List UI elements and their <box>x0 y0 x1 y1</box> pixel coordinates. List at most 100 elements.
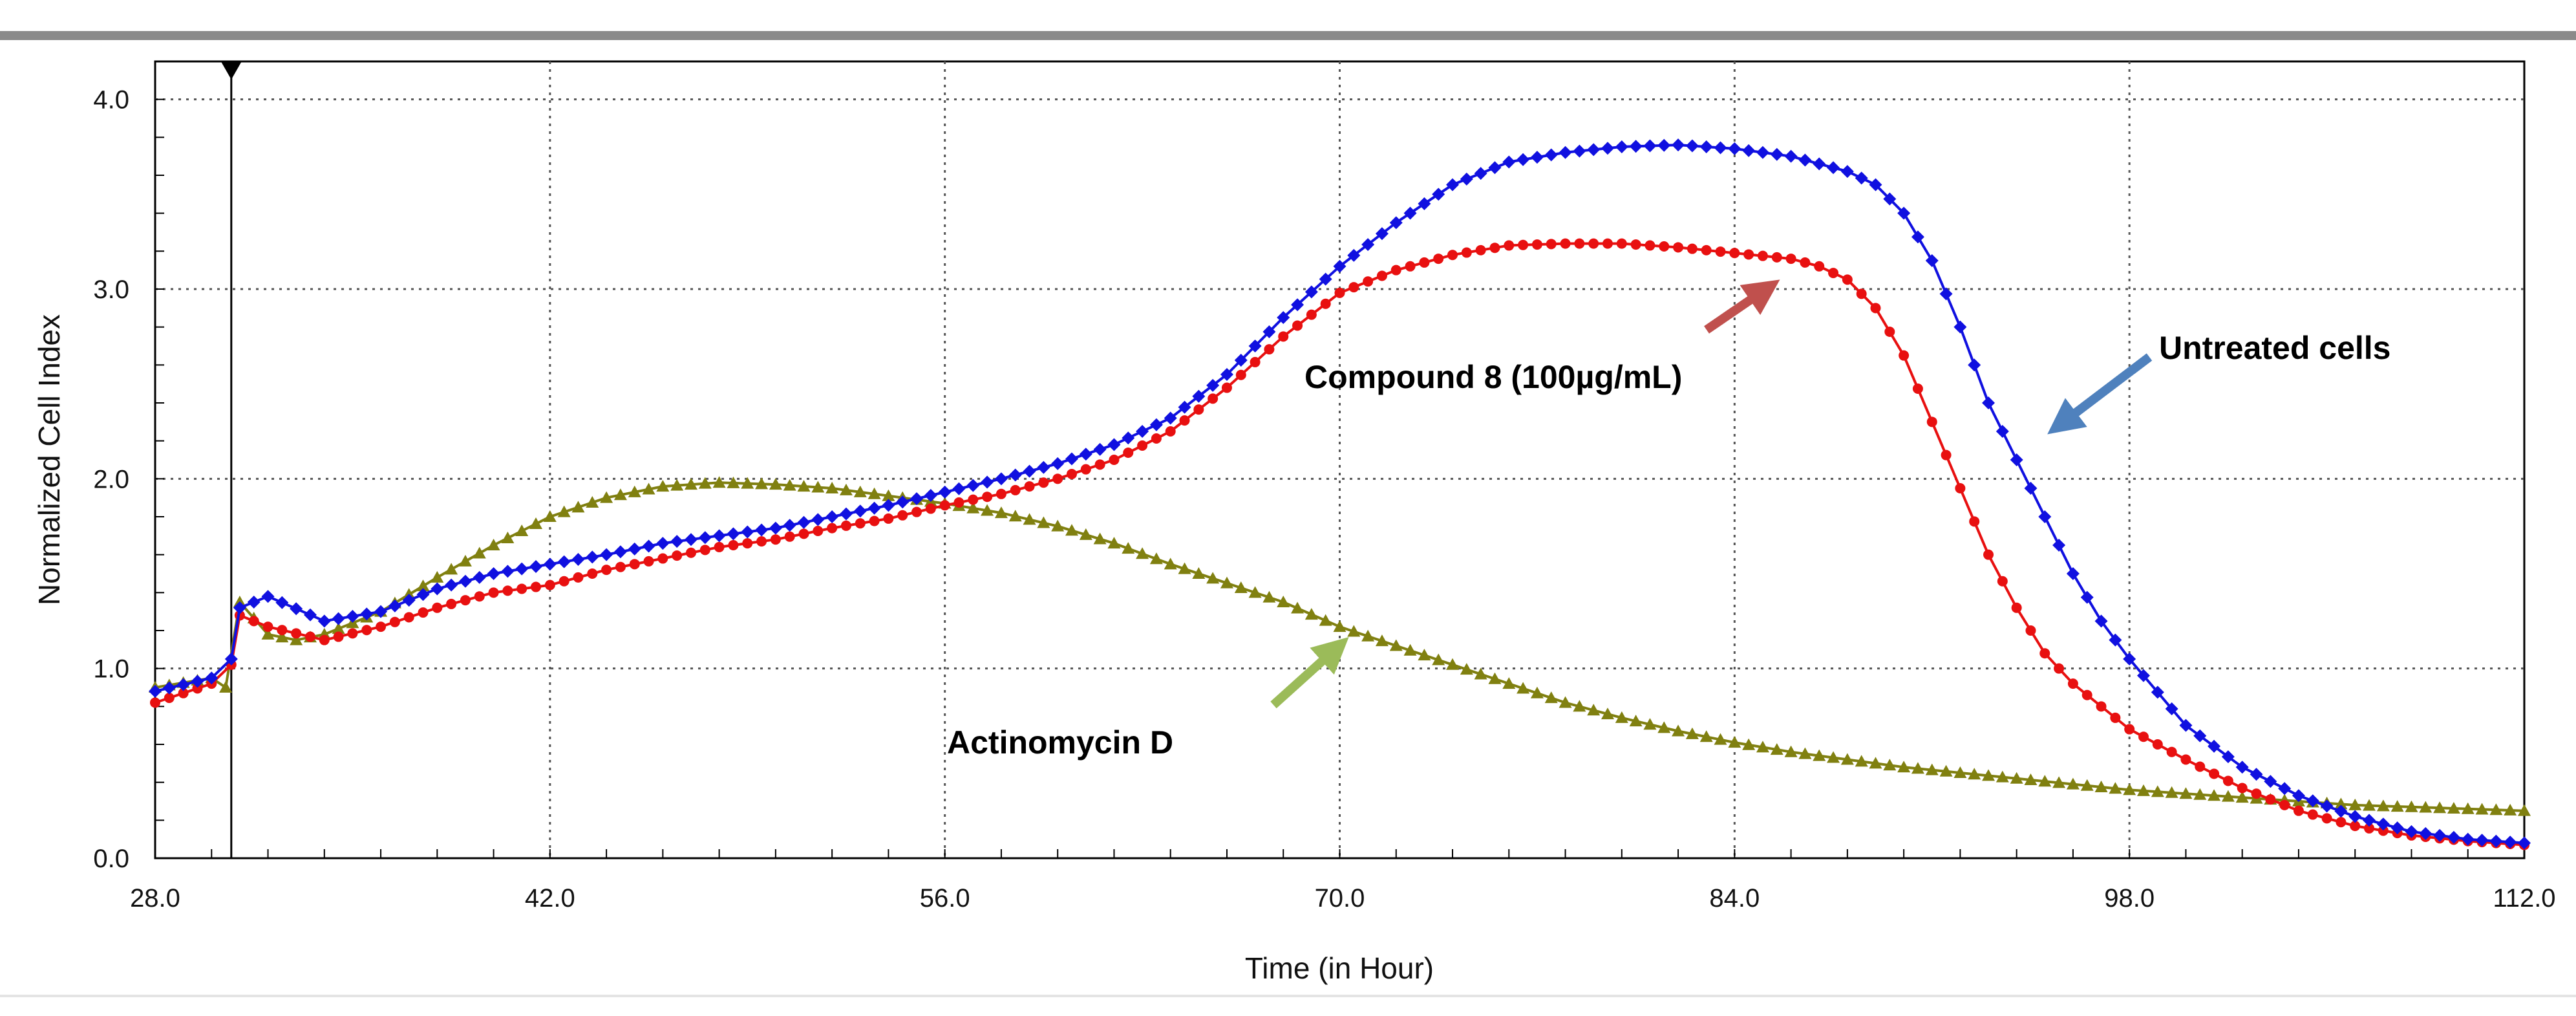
data-point <box>2152 739 2163 750</box>
data-point <box>1192 389 1206 403</box>
data-point <box>811 481 825 493</box>
data-point <box>2376 799 2390 812</box>
data-point <box>2208 739 2221 753</box>
data-point <box>191 675 204 688</box>
data-point <box>1051 519 1065 532</box>
data-point <box>543 557 557 571</box>
data-point <box>1291 601 1304 614</box>
data-point <box>571 501 585 513</box>
data-point <box>2039 648 2050 659</box>
data-point <box>982 492 993 503</box>
data-point <box>2250 768 2263 781</box>
data-point <box>1333 620 1347 632</box>
data-point <box>1446 658 1460 670</box>
data-point <box>1461 247 1472 258</box>
data-point <box>1488 672 1502 684</box>
data-point <box>1291 298 1304 312</box>
data-point <box>1504 240 1515 251</box>
data-point <box>1911 762 1924 774</box>
data-point <box>290 602 303 616</box>
data-point <box>2364 823 2375 834</box>
data-point <box>797 480 811 492</box>
data-point <box>2165 786 2178 798</box>
data-point <box>643 556 654 567</box>
data-point <box>2336 817 2347 828</box>
data-point <box>1319 272 1332 286</box>
data-point <box>755 523 769 537</box>
data-point <box>1010 484 1021 495</box>
data-point <box>164 693 175 704</box>
data-point <box>1601 142 1614 155</box>
data-point <box>2080 779 2094 791</box>
data-point <box>1107 537 1121 549</box>
data-point <box>473 546 486 559</box>
data-point <box>1728 736 1741 748</box>
data-point <box>1602 238 1613 249</box>
data-point <box>1672 138 1685 152</box>
data-point <box>474 591 485 602</box>
data-point <box>714 541 725 552</box>
data-point <box>388 599 401 612</box>
data-point <box>953 497 964 508</box>
data-point <box>1643 139 1657 153</box>
data-point <box>1008 510 1022 522</box>
data-point <box>1588 238 1599 249</box>
data-point <box>1262 325 1276 338</box>
data-point <box>897 510 908 521</box>
data-point <box>516 583 527 594</box>
data-point <box>2461 802 2475 814</box>
data-point <box>1997 576 2008 587</box>
data-point <box>2334 805 2348 818</box>
data-point <box>1347 248 1361 262</box>
data-point <box>460 595 471 606</box>
data-point <box>910 492 924 506</box>
data-point <box>783 479 796 491</box>
data-point <box>1771 252 1782 263</box>
data-point <box>1292 320 1303 331</box>
data-point <box>192 683 203 694</box>
data-point <box>783 519 796 532</box>
data-point <box>2278 782 2292 795</box>
data-point <box>1715 246 1726 257</box>
data-point <box>1770 743 1783 755</box>
data-point <box>418 607 429 618</box>
data-point <box>501 532 515 543</box>
data-point <box>1560 238 1571 249</box>
y-tick-label: 3.0 <box>93 276 129 304</box>
data-point <box>544 579 555 590</box>
data-point <box>2209 768 2220 779</box>
data-point <box>1432 653 1445 665</box>
data-point <box>1530 151 1544 164</box>
data-point <box>1348 282 1359 293</box>
data-point <box>1192 567 1206 579</box>
data-point <box>1855 171 1868 185</box>
data-point <box>416 588 430 601</box>
data-point <box>1884 327 1895 337</box>
data-point <box>1701 244 1712 255</box>
data-point <box>2179 719 2193 732</box>
data-point <box>376 621 387 632</box>
data-point <box>1502 677 1516 689</box>
data-point <box>1107 438 1121 451</box>
data-point <box>1235 369 1246 380</box>
data-point <box>1939 764 1953 777</box>
data-point <box>1996 770 2009 783</box>
data-point <box>1248 340 1262 352</box>
data-point <box>2363 799 2376 811</box>
data-point <box>981 504 994 516</box>
data-point <box>1630 239 1641 250</box>
series-diamond <box>149 138 2531 850</box>
data-point <box>2350 821 2361 832</box>
x-tick-label: 112.0 <box>2493 884 2555 913</box>
data-point <box>1912 384 1923 394</box>
data-point <box>1685 727 1699 739</box>
data-point <box>1037 516 1050 528</box>
x-axis-label: Time (in Hour) <box>1245 951 1434 985</box>
data-point <box>1065 452 1079 466</box>
data-point <box>966 501 980 513</box>
treatment-marker-triangle <box>220 61 242 80</box>
data-point <box>1784 149 1798 163</box>
data-point <box>1419 257 1430 268</box>
data-point <box>502 585 513 596</box>
data-point <box>2066 777 2080 790</box>
